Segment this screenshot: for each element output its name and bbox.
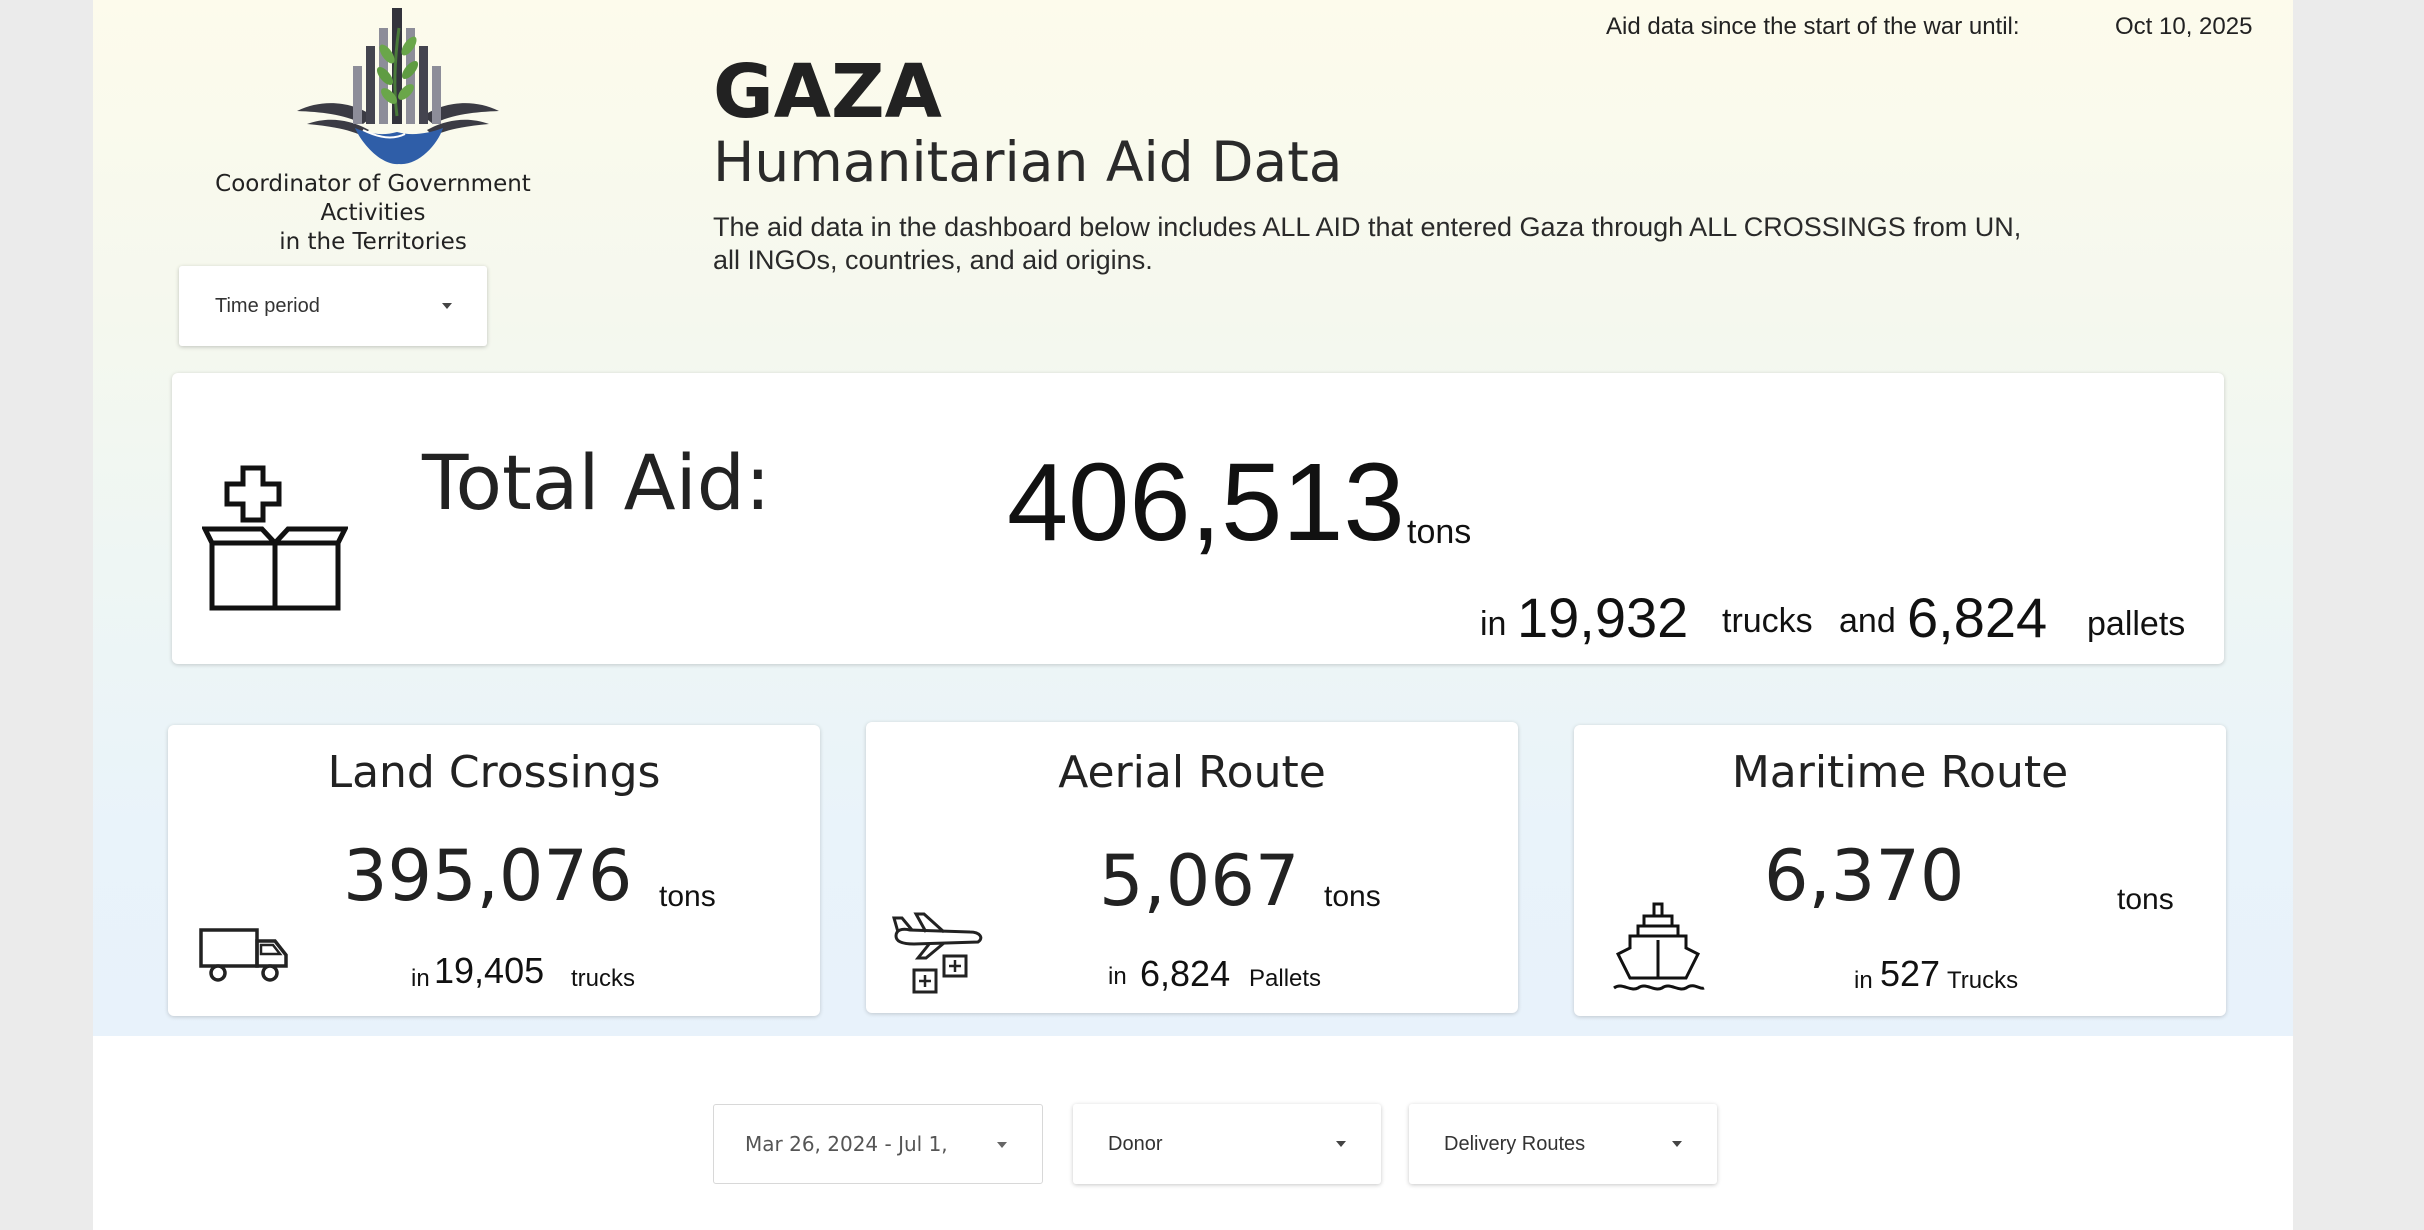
aerial-tons-value: 5,067 xyxy=(1099,840,1300,922)
org-name-line2: in the Territories xyxy=(279,229,467,255)
total-in-word: in xyxy=(1480,605,1507,643)
truck-icon xyxy=(198,925,290,985)
chevron-down-icon xyxy=(1672,1141,1682,1147)
land-tons-unit: tons xyxy=(659,880,716,913)
delivery-routes-dropdown[interactable]: Delivery Routes xyxy=(1409,1104,1717,1184)
total-aid-label: Total Aid: xyxy=(422,438,771,527)
page-subtitle: Humanitarian Aid Data xyxy=(713,130,1343,194)
land-in-word: in xyxy=(411,965,430,992)
until-label: Aid data since the start of the war unti… xyxy=(1606,13,2020,40)
aerial-in-word: in xyxy=(1108,963,1127,990)
aid-box-icon xyxy=(202,463,348,613)
aerial-title: Aerial Route xyxy=(1058,747,1326,798)
total-tons-unit: tons xyxy=(1407,513,1472,551)
maritime-tons-unit: tons xyxy=(2117,883,2174,916)
time-period-dropdown[interactable]: Time period xyxy=(179,266,487,346)
chevron-down-icon xyxy=(997,1142,1007,1148)
total-tons-value: 406,513 xyxy=(1007,441,1405,564)
chevron-down-icon xyxy=(442,303,452,309)
land-title: Land Crossings xyxy=(327,747,661,798)
aerial-count-value: 6,824 xyxy=(1140,953,1231,994)
maritime-count-value: 527 xyxy=(1880,953,1941,994)
org-name-line1: Coordinator of Government Activities xyxy=(215,171,531,226)
ship-icon xyxy=(1610,900,1706,996)
maritime-count-unit: Trucks xyxy=(1947,967,2019,994)
chevron-down-icon xyxy=(1336,1141,1346,1147)
maritime-in-word: in xyxy=(1854,967,1873,994)
maritime-title: Maritime Route xyxy=(1731,747,2069,798)
total-and-word: and xyxy=(1839,602,1896,640)
date-range-picker[interactable]: Mar 26, 2024 - Jul 1, xyxy=(713,1104,1043,1184)
dashboard-page: Aid data since the start of the war unti… xyxy=(93,0,2293,1230)
description-line2: all INGOs, countries, and aid origins. xyxy=(713,245,1153,275)
land-crossings-card: Land Crossings 395,076 tons in 19,405 tr… xyxy=(168,725,820,1016)
land-count-value: 19,405 xyxy=(434,950,545,991)
aerial-route-card: Aerial Route 5,067 tons in 6,824 Pallets xyxy=(866,722,1518,1013)
aerial-tons-unit: tons xyxy=(1324,880,1381,913)
description-line1: The aid data in the dashboard below incl… xyxy=(713,212,2022,242)
org-name: Coordinator of Government Activities in … xyxy=(173,170,573,257)
date-range-value: Mar 26, 2024 - Jul 1, xyxy=(745,1132,948,1156)
delivery-routes-label: Delivery Routes xyxy=(1444,1132,1586,1155)
land-tons-value: 395,076 xyxy=(343,835,633,917)
total-trucks-unit: trucks xyxy=(1722,602,1813,640)
page-title: GAZA xyxy=(713,49,942,135)
aerial-count-unit: Pallets xyxy=(1249,965,1322,992)
maritime-route-card: Maritime Route 6,370 tons in 527 Trucks xyxy=(1574,725,2226,1016)
cogat-logo xyxy=(293,6,503,171)
airdrop-icon xyxy=(890,910,986,996)
total-pallets-value: 6,824 xyxy=(1907,586,2048,649)
page-description: The aid data in the dashboard below incl… xyxy=(713,211,2021,277)
total-trucks-value: 19,932 xyxy=(1517,586,1689,649)
total-aid-card: Total Aid: 406,513 tons in 19,932 trucks… xyxy=(172,373,2224,664)
time-period-label: Time period xyxy=(215,294,320,317)
donor-dropdown[interactable]: Donor xyxy=(1073,1104,1381,1184)
maritime-tons-value: 6,370 xyxy=(1764,835,1965,917)
donor-label: Donor xyxy=(1108,1132,1163,1155)
until-date: Oct 10, 2025 xyxy=(2115,13,2253,40)
land-count-unit: trucks xyxy=(571,965,636,992)
total-pallets-unit: pallets xyxy=(2087,605,2186,643)
